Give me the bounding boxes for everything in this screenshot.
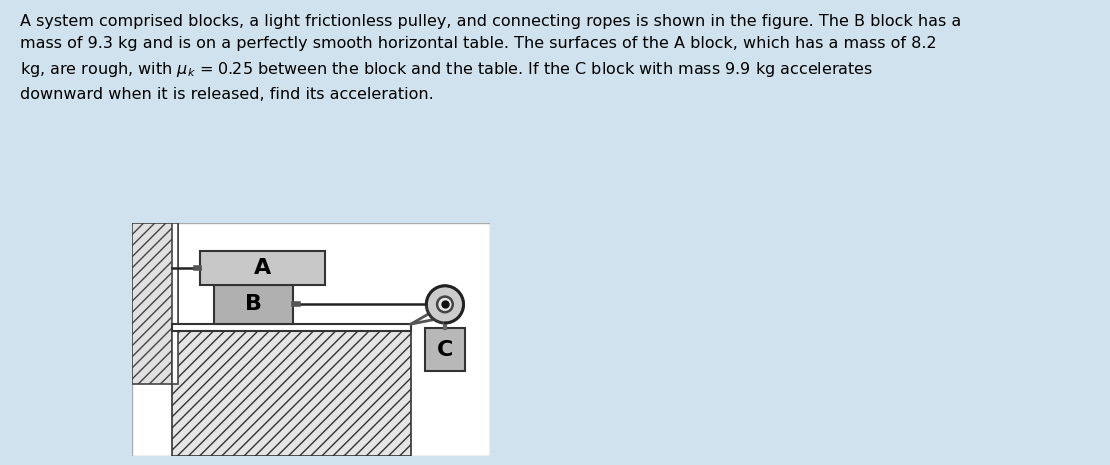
Bar [172, 324, 411, 331]
Bar [172, 223, 179, 384]
Bar [172, 331, 411, 456]
Bar [132, 223, 179, 384]
Text: A system comprised blocks, a light frictionless pulley, and connecting ropes is : A system comprised blocks, a light frict… [20, 13, 961, 102]
Text: A: A [254, 258, 271, 278]
Bar [200, 251, 325, 285]
Bar [214, 285, 293, 324]
Bar [425, 328, 465, 371]
Circle shape [426, 286, 464, 323]
Text: C: C [436, 340, 453, 360]
Circle shape [437, 297, 453, 312]
Text: B: B [245, 294, 262, 314]
